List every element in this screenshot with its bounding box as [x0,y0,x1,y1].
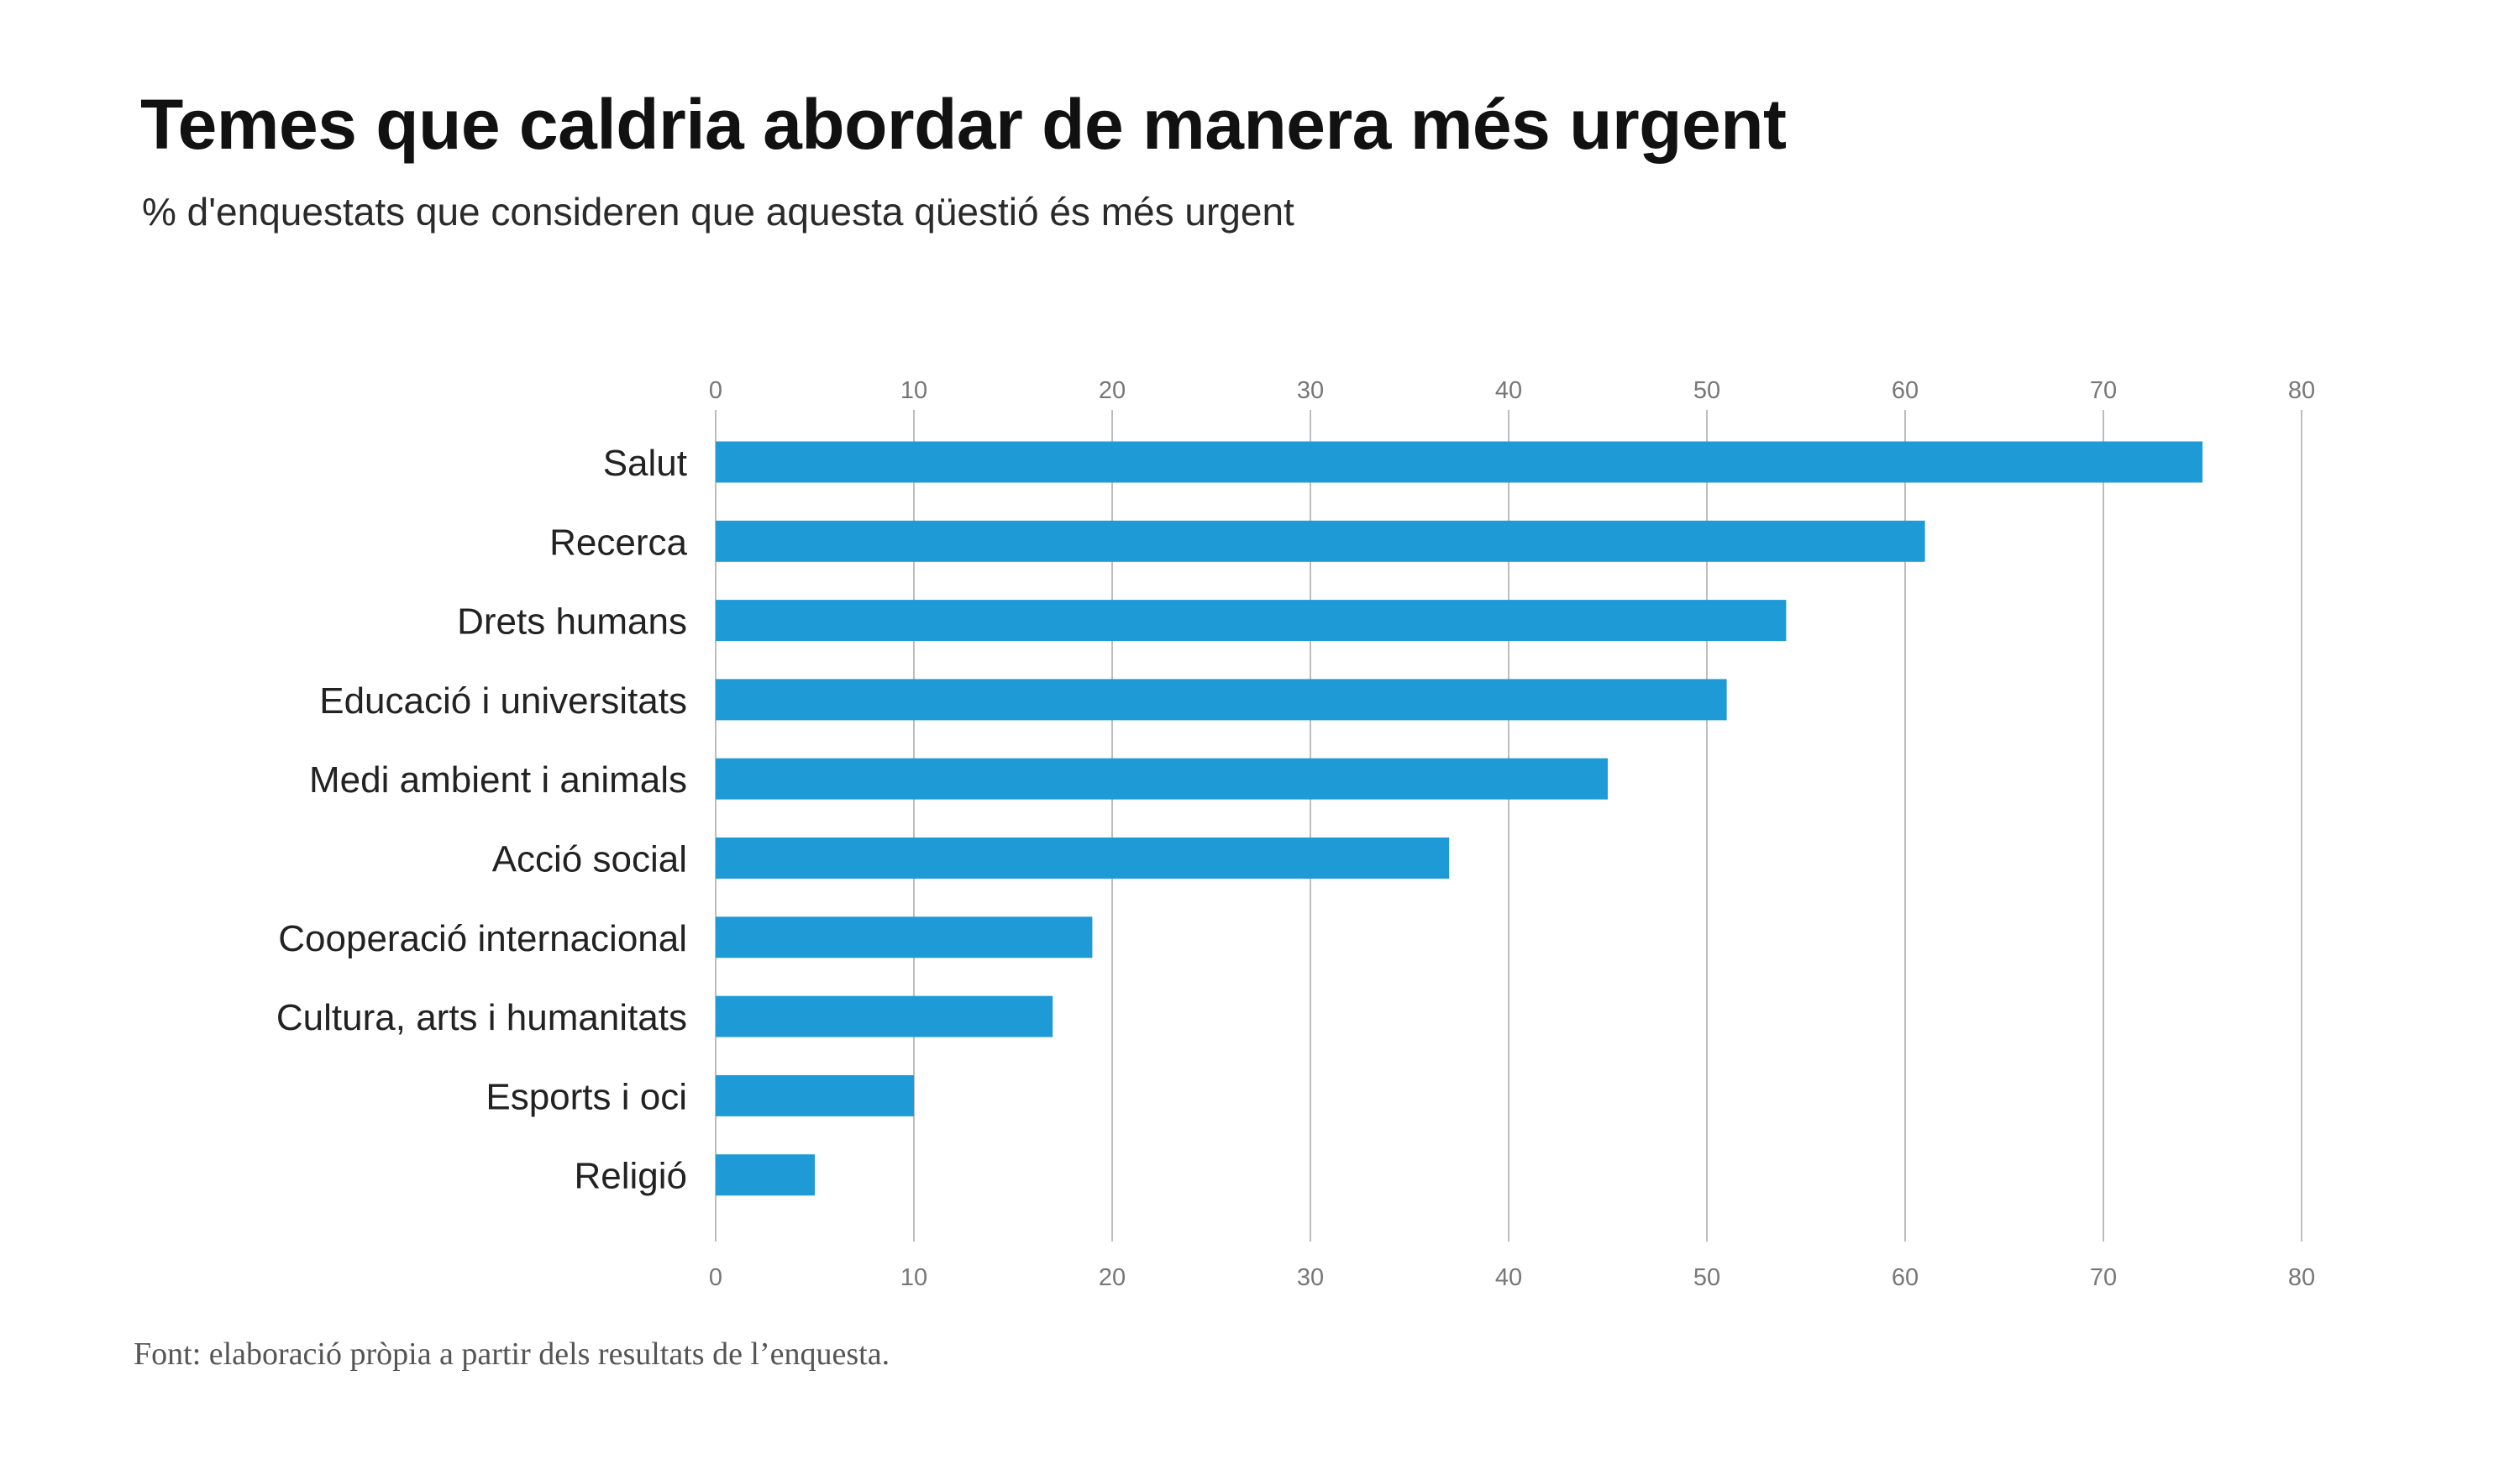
top-axis-ticks: 0 10 20 30 40 50 60 70 80 [709,377,2315,404]
bar [716,520,1925,562]
source-note: Font: elaboració pròpia a partir dels re… [134,1336,890,1372]
x-tick-label-top: 30 [1297,377,1324,404]
x-tick-label-top: 10 [900,377,927,404]
x-tick-label-top: 60 [1892,377,1919,404]
category-labels: Salut Recerca Drets humans Educació i unive… [276,443,688,1197]
category-label: Educació i universitats [319,680,687,722]
category-label: Recerca [549,522,687,563]
category-label: Religió [574,1156,687,1197]
x-tick-label-top: 0 [709,377,722,404]
bar [716,1074,914,1116]
bar [716,600,1787,642]
x-tick-label-bottom: 60 [1892,1264,1919,1291]
category-label: Acció social [492,839,687,880]
bar [716,995,1053,1037]
x-tick-label-top: 40 [1495,377,1522,404]
bar [716,1154,815,1196]
x-tick-label-bottom: 40 [1495,1264,1522,1291]
chart-subtitle: % d'enquestats que consideren que aquest… [142,190,1294,234]
x-tick-label-bottom: 10 [900,1264,927,1291]
x-tick-label-bottom: 50 [1693,1264,1720,1291]
category-label: Salut [603,443,687,484]
x-tick-label-bottom: 80 [2288,1264,2315,1291]
x-tick-label-bottom: 0 [709,1264,722,1291]
bar [716,441,2202,483]
category-label: Cultura, arts i humanitats [276,997,687,1038]
x-tick-label-bottom: 30 [1297,1264,1324,1291]
x-tick-label-top: 80 [2288,377,2315,404]
bar [716,838,1450,879]
x-tick-label-top: 70 [2090,377,2117,404]
x-tick-label-bottom: 70 [2090,1264,2117,1291]
category-label: Esports i oci [486,1076,687,1117]
bottom-axis-ticks: 0 10 20 30 40 50 60 70 80 [709,1264,2315,1291]
category-label: Drets humans [457,601,687,643]
chart-title: Temes que caldria abordar de manera més … [140,85,1787,164]
bar [716,679,1727,721]
x-tick-label-bottom: 20 [1099,1264,1126,1291]
category-label: Cooperació internacional [278,918,687,959]
category-label: Medi ambient i animals [309,759,687,801]
x-tick-label-top: 50 [1693,377,1720,404]
x-tick-label-top: 20 [1099,377,1126,404]
bar [716,758,1608,800]
bars [716,441,2202,1196]
bar [716,916,1093,958]
